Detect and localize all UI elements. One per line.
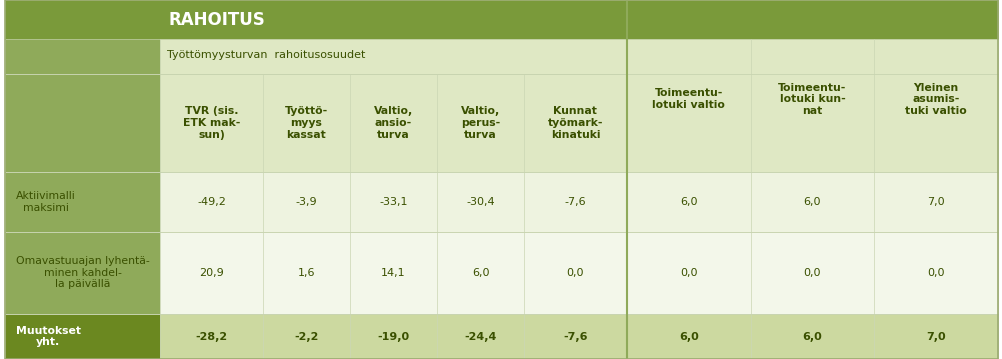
Text: 0,0: 0,0 <box>803 268 821 278</box>
Text: -7,6: -7,6 <box>562 332 587 341</box>
Bar <box>523 232 626 314</box>
Bar <box>263 172 350 232</box>
Bar <box>160 74 263 172</box>
Text: TVR (sis.
ETK mak-
sun): TVR (sis. ETK mak- sun) <box>182 106 240 140</box>
Text: -2,2: -2,2 <box>294 332 319 341</box>
Bar <box>350 172 437 232</box>
Bar <box>263 74 350 172</box>
Text: 20,9: 20,9 <box>199 268 223 278</box>
Bar <box>437 314 523 359</box>
Text: 7,0: 7,0 <box>927 197 944 207</box>
Text: -30,4: -30,4 <box>466 197 494 207</box>
Bar <box>160 232 263 314</box>
Bar <box>160 39 626 74</box>
Bar <box>749 314 874 359</box>
Text: Yleinen
asumis-
tuki valtio: Yleinen asumis- tuki valtio <box>905 83 966 116</box>
Bar <box>160 172 263 232</box>
Bar <box>5 39 160 74</box>
Bar <box>5 0 997 39</box>
Bar <box>626 314 749 359</box>
Bar <box>5 314 160 359</box>
Bar <box>437 172 523 232</box>
Text: -19,0: -19,0 <box>377 332 409 341</box>
Bar <box>350 74 437 172</box>
Text: 6,0: 6,0 <box>471 268 489 278</box>
Bar <box>160 314 263 359</box>
Text: 6,0: 6,0 <box>803 197 821 207</box>
Bar <box>350 314 437 359</box>
Text: Valtio,
perus-
turva: Valtio, perus- turva <box>461 106 500 140</box>
Text: 14,1: 14,1 <box>381 268 406 278</box>
Text: -49,2: -49,2 <box>197 197 225 207</box>
Text: RAHOITUS: RAHOITUS <box>168 11 265 29</box>
Bar <box>350 232 437 314</box>
Bar <box>749 39 874 172</box>
Bar <box>626 172 749 232</box>
Text: 0,0: 0,0 <box>927 268 944 278</box>
Text: 6,0: 6,0 <box>802 332 822 341</box>
Bar <box>874 314 997 359</box>
Bar <box>626 232 749 314</box>
Bar <box>5 232 160 314</box>
Bar <box>874 39 997 172</box>
Text: Työttö-
myys
kassat: Työttö- myys kassat <box>285 106 328 140</box>
Text: 7,0: 7,0 <box>926 332 945 341</box>
Text: Työttömyysturvan  rahoitusosuudet: Työttömyysturvan rahoitusosuudet <box>167 50 366 60</box>
Bar <box>437 74 523 172</box>
Text: -3,9: -3,9 <box>296 197 317 207</box>
Text: Kunnat
työmark-
kinatuki: Kunnat työmark- kinatuki <box>547 106 602 140</box>
Text: Omavastuuajan lyhentä-
minen kahdel-
la päivällä: Omavastuuajan lyhentä- minen kahdel- la … <box>16 256 149 289</box>
Text: 0,0: 0,0 <box>566 268 583 278</box>
Text: Valtio,
ansio-
turva: Valtio, ansio- turva <box>374 106 413 140</box>
Bar <box>523 172 626 232</box>
Text: Muutokset
yht.: Muutokset yht. <box>16 326 81 348</box>
Text: 0,0: 0,0 <box>679 268 696 278</box>
Text: Toimeentu-
lotuki valtio: Toimeentu- lotuki valtio <box>651 88 724 110</box>
Bar <box>749 172 874 232</box>
Bar <box>437 232 523 314</box>
Text: 1,6: 1,6 <box>298 268 315 278</box>
Bar <box>626 39 749 172</box>
Bar <box>749 232 874 314</box>
Bar <box>523 74 626 172</box>
Text: -28,2: -28,2 <box>195 332 227 341</box>
Text: 6,0: 6,0 <box>679 197 696 207</box>
Bar <box>263 232 350 314</box>
Bar <box>874 232 997 314</box>
Bar <box>263 314 350 359</box>
Text: -33,1: -33,1 <box>379 197 408 207</box>
Text: 6,0: 6,0 <box>678 332 697 341</box>
Bar <box>523 314 626 359</box>
Text: Toimeentu-
lotuki kun-
nat: Toimeentu- lotuki kun- nat <box>778 83 846 116</box>
Bar <box>5 172 160 232</box>
Text: -24,4: -24,4 <box>464 332 496 341</box>
Bar <box>874 172 997 232</box>
Text: -7,6: -7,6 <box>564 197 585 207</box>
Bar <box>5 74 160 172</box>
Text: Aktiivimalli
maksimi: Aktiivimalli maksimi <box>16 191 75 213</box>
